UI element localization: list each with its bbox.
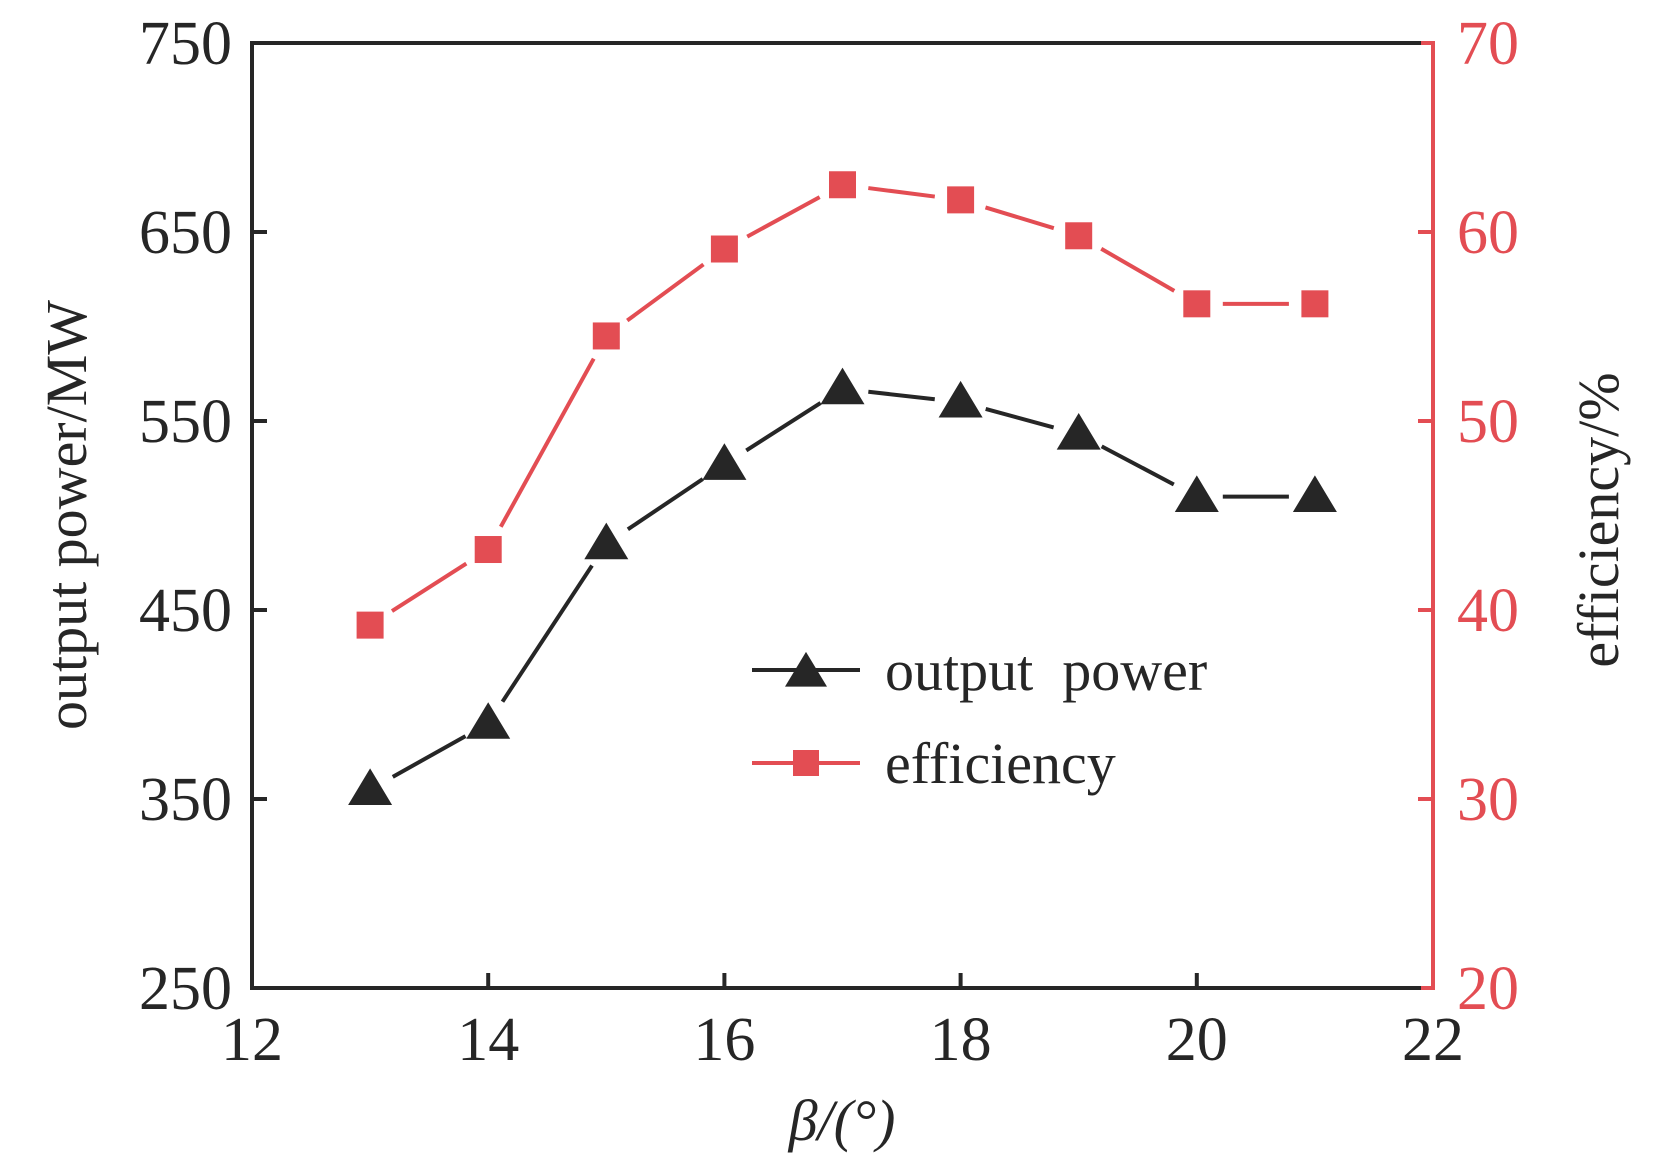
x-tick-label: 16 <box>693 1006 755 1074</box>
series-line-efficiency <box>1100 247 1176 293</box>
legend-marker-triangle <box>785 651 827 687</box>
y-tick-label-left: 550 <box>139 388 232 456</box>
y-tick-label-right: 30 <box>1457 766 1519 834</box>
series-line-efficiency <box>499 357 596 528</box>
series-line-output-power <box>745 401 822 453</box>
series-line-efficiency <box>626 262 705 323</box>
y-tick-label-left: 250 <box>139 955 232 1023</box>
x-tick-label: 14 <box>457 1006 519 1074</box>
legend-label-output-power: output power <box>885 638 1207 703</box>
series-layer <box>348 171 1337 805</box>
series-line-output-power <box>626 477 704 532</box>
series-line-efficiency <box>984 205 1055 231</box>
legend-marker-square <box>793 750 819 776</box>
x-tick-label: 18 <box>930 1006 992 1074</box>
y-tick-label-right: 60 <box>1457 199 1519 267</box>
data-point-output-power <box>820 367 865 405</box>
y-axis-title-left: output power/MW <box>34 300 99 730</box>
data-point-efficiency <box>947 186 975 214</box>
series-line-efficiency <box>746 195 821 239</box>
x-tick-label: 12 <box>221 1006 283 1074</box>
data-point-efficiency <box>592 322 620 350</box>
y-tick-label-left: 650 <box>139 199 232 267</box>
series-line-output-power <box>1100 444 1175 487</box>
x-tick-label: 22 <box>1402 1006 1464 1074</box>
series-line-output-power <box>868 389 935 402</box>
legend: output power efficiency <box>752 638 1207 796</box>
data-point-output-power <box>702 443 747 480</box>
series-line-output-power <box>391 734 467 779</box>
y-tick-label-right: 70 <box>1457 10 1519 78</box>
data-point-efficiency <box>1301 290 1329 318</box>
data-point-efficiency <box>474 536 502 564</box>
data-point-output-power <box>584 522 629 560</box>
legend-label-efficiency: efficiency <box>885 731 1116 796</box>
axes: 12 14 16 18 20 222503504505506507502030405060… <box>139 10 1519 1074</box>
data-point-output-power <box>1174 475 1219 512</box>
data-point-efficiency <box>356 611 384 639</box>
series-line-output-power <box>500 564 594 703</box>
data-point-output-power <box>1292 475 1337 512</box>
series-line-efficiency <box>390 561 468 613</box>
y-tick-label-right: 20 <box>1457 955 1519 1023</box>
data-point-output-power <box>1056 413 1101 450</box>
data-point-output-power <box>466 702 511 739</box>
series-line-efficiency <box>868 186 936 199</box>
y-tick-label-right: 50 <box>1457 388 1519 456</box>
y-tick-label-left: 750 <box>139 10 232 78</box>
x-tick-label: 20 <box>1166 1006 1228 1074</box>
data-point-output-power <box>938 380 983 418</box>
data-point-output-power <box>348 768 393 805</box>
y-tick-label-left: 350 <box>139 766 232 834</box>
data-point-efficiency <box>829 171 856 199</box>
y-axis-title-right: efficiency/% <box>1566 372 1631 667</box>
y-tick-label-right: 40 <box>1457 577 1519 645</box>
series-line-output-power <box>985 406 1055 430</box>
y-tick-label-left: 450 <box>139 577 232 645</box>
data-point-efficiency <box>1183 290 1211 318</box>
x-axis-title: β/(°) <box>788 1088 896 1153</box>
data-point-efficiency <box>1065 222 1093 250</box>
data-point-efficiency <box>710 235 738 263</box>
